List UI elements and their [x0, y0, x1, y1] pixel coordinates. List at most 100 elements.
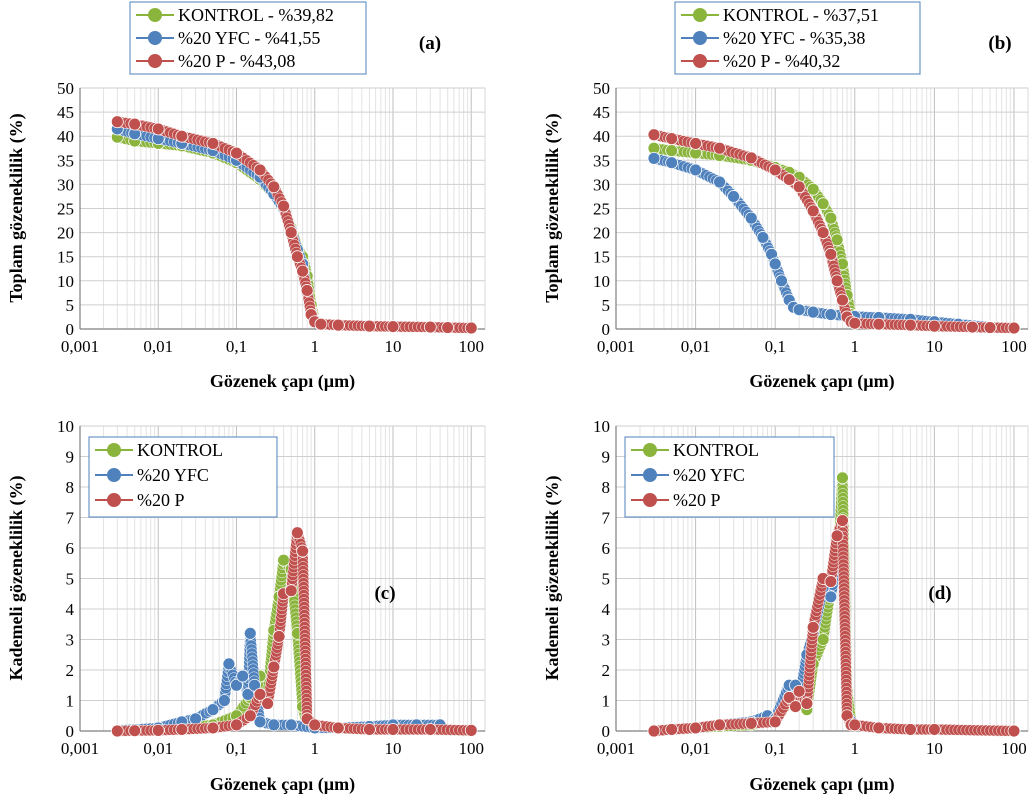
- legend-swatch-marker: [148, 8, 162, 22]
- legend-swatch-marker: [148, 31, 162, 45]
- data-point: [792, 303, 806, 317]
- data-point: [277, 199, 290, 213]
- x-tick-label: 0,1: [226, 337, 247, 356]
- data-point: [290, 250, 304, 264]
- y-tick-label: 15: [593, 248, 610, 267]
- data-point: [727, 190, 740, 203]
- data-point: [792, 684, 806, 698]
- y-tick-label: 8: [66, 478, 75, 497]
- y-tick-label: 40: [57, 127, 74, 146]
- x-tick-label: 1: [851, 739, 860, 758]
- y-tick-label: 30: [593, 175, 610, 194]
- y-tick-label: 5: [66, 570, 75, 589]
- data-point: [363, 723, 376, 736]
- data-point: [768, 715, 782, 729]
- legend-entry: %20 P: [673, 490, 721, 510]
- y-tick-label: 20: [57, 224, 74, 243]
- panel-label: (c): [374, 583, 395, 604]
- y-tick-label: 0: [66, 722, 75, 741]
- data-point: [665, 144, 679, 158]
- data-point: [151, 122, 165, 136]
- legend: KONTROL - %37,51 %20 YFC - %35,38 %20 P - …: [674, 1, 921, 75]
- data-point: [830, 274, 844, 288]
- data-point: [824, 247, 838, 261]
- data-point: [151, 723, 165, 737]
- data-point: [206, 721, 220, 735]
- y-tick-label: 5: [602, 570, 611, 589]
- data-point: [768, 257, 782, 271]
- x-tick-label: 0,1: [765, 337, 786, 356]
- data-point: [331, 318, 345, 332]
- y-tick-label: 0: [602, 320, 611, 339]
- data-point: [836, 514, 849, 527]
- data-point: [441, 321, 455, 334]
- data-point: [296, 264, 310, 278]
- y-tick-label: 3: [66, 631, 75, 650]
- x-tick-label: 0,001: [61, 739, 99, 758]
- legend-entry: KONTROL: [673, 440, 759, 460]
- data-point: [128, 117, 142, 131]
- data-point: [230, 678, 243, 692]
- data-point: [647, 724, 661, 738]
- data-point: [836, 293, 849, 307]
- x-tick-label: 0,001: [61, 337, 99, 356]
- data-point: [872, 721, 886, 735]
- y-axis-label: Kademeli gözeneklilik (%): [6, 476, 27, 681]
- x-axis-label: Gözenek çapı (µm): [210, 774, 355, 795]
- x-tick-label: 1: [851, 337, 860, 356]
- data-point: [836, 471, 849, 485]
- data-point: [296, 544, 310, 558]
- y-tick-label: 35: [593, 151, 610, 170]
- series-3: [110, 115, 478, 335]
- panel-label: (a): [419, 33, 441, 54]
- data-point: [806, 182, 820, 196]
- data-point: [689, 163, 702, 177]
- legend-swatch-marker: [107, 493, 121, 507]
- data-point: [665, 132, 679, 146]
- y-tick-label: 2: [66, 661, 75, 680]
- data-point: [1007, 321, 1021, 335]
- data-point: [284, 718, 298, 732]
- data-point: [175, 723, 189, 736]
- x-axis-label: Gözenek çapı (µm): [210, 371, 355, 392]
- data-point: [904, 318, 917, 332]
- data-point: [872, 317, 886, 331]
- x-tick-label: 10: [926, 739, 943, 758]
- data-point: [744, 211, 758, 225]
- x-tick-label: 0,1: [765, 739, 786, 758]
- x-tick-label: 0,01: [143, 739, 173, 758]
- data-point: [284, 584, 298, 598]
- data-point: [927, 723, 941, 736]
- data-point: [816, 226, 830, 240]
- x-tick-label: 10: [384, 739, 401, 758]
- legend-swatch-marker: [693, 31, 707, 45]
- data-point: [775, 274, 788, 288]
- y-tick-label: 35: [57, 151, 74, 170]
- series-3: [647, 514, 1021, 738]
- y-tick-label: 10: [593, 272, 610, 291]
- series-3: [647, 128, 1021, 335]
- legend-entry: %20 P - %43,08: [178, 51, 295, 71]
- legend-entry: %20 YFC - %35,38: [723, 28, 865, 48]
- data-point: [284, 226, 298, 240]
- data-point: [647, 128, 661, 142]
- legend-swatch-marker: [693, 8, 707, 22]
- legend: KONTROL %20 YFC %20 P: [88, 436, 278, 518]
- x-axis-label: Gözenek çapı (µm): [749, 774, 894, 795]
- y-tick-label: 4: [602, 600, 611, 619]
- data-point: [267, 718, 281, 732]
- legend-swatch-marker: [643, 493, 657, 507]
- x-tick-label: 1: [310, 337, 319, 356]
- legend-swatch-marker: [107, 443, 121, 457]
- y-tick-label: 7: [602, 509, 611, 528]
- y-tick-label: 5: [66, 296, 75, 315]
- data-point: [222, 657, 236, 671]
- x-tick-label: 0,01: [681, 739, 711, 758]
- legend-entry: KONTROL - %39,82: [178, 5, 334, 25]
- y-tick-label: 1: [602, 692, 611, 711]
- data-point: [965, 320, 979, 334]
- data-point: [272, 630, 286, 643]
- y-tick-label: 1: [66, 692, 75, 711]
- data-point: [789, 700, 802, 713]
- data-point: [824, 211, 838, 225]
